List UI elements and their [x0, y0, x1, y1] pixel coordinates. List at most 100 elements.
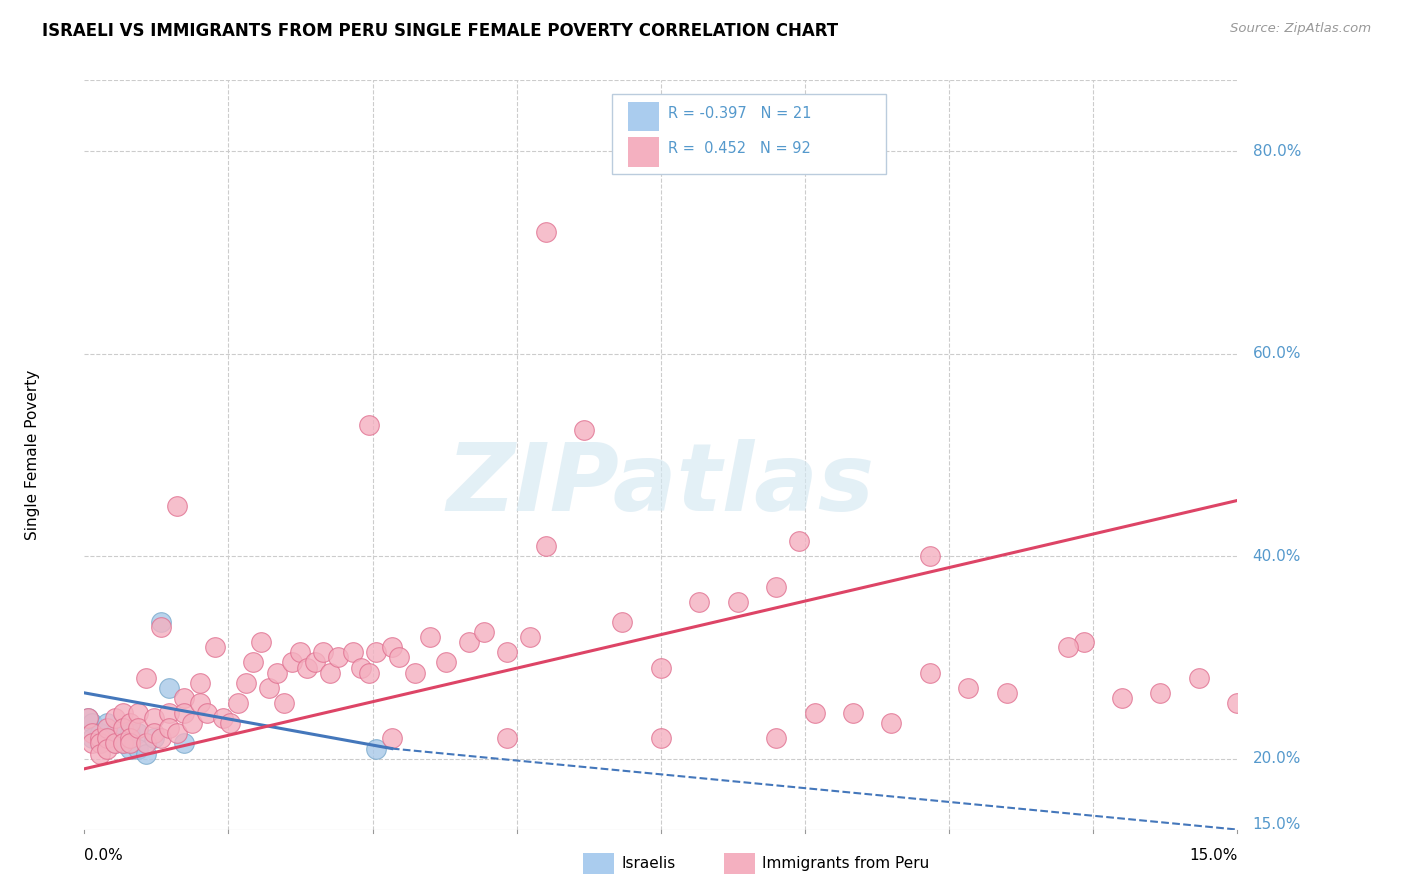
- Point: [166, 726, 188, 740]
- Text: 0.0%: 0.0%: [84, 847, 124, 863]
- Point: [266, 665, 288, 680]
- Point: [219, 716, 242, 731]
- Point: [918, 665, 941, 680]
- Point: [288, 645, 311, 659]
- Text: 15.0%: 15.0%: [1189, 847, 1237, 863]
- Point: [519, 630, 541, 644]
- Point: [273, 696, 295, 710]
- Point: [173, 737, 195, 751]
- Point: [96, 731, 118, 746]
- Point: [166, 499, 188, 513]
- Text: 15.0%: 15.0%: [1253, 817, 1301, 832]
- Text: Source: ZipAtlas.com: Source: ZipAtlas.com: [1230, 22, 1371, 36]
- Point: [195, 706, 218, 720]
- Point: [89, 731, 111, 746]
- Text: 60.0%: 60.0%: [1253, 346, 1301, 361]
- Point: [366, 645, 388, 659]
- Text: Israelis: Israelis: [621, 856, 676, 871]
- Point: [120, 726, 142, 740]
- Point: [111, 706, 134, 720]
- Point: [650, 660, 672, 674]
- Point: [104, 737, 127, 751]
- Point: [457, 635, 479, 649]
- Point: [89, 737, 111, 751]
- Point: [765, 580, 787, 594]
- Point: [350, 660, 373, 674]
- Point: [1149, 686, 1171, 700]
- Point: [434, 656, 457, 670]
- Point: [120, 737, 142, 751]
- Point: [995, 686, 1018, 700]
- Point: [357, 417, 380, 432]
- Point: [326, 650, 349, 665]
- Point: [111, 721, 134, 735]
- Point: [104, 711, 127, 725]
- Point: [120, 731, 142, 746]
- Point: [342, 645, 364, 659]
- Point: [727, 595, 749, 609]
- Point: [142, 731, 165, 746]
- Point: [357, 665, 380, 680]
- Point: [80, 737, 103, 751]
- Point: [111, 737, 134, 751]
- Text: 20.0%: 20.0%: [1253, 751, 1301, 766]
- Point: [1057, 640, 1080, 655]
- Point: [250, 635, 273, 649]
- Point: [89, 737, 111, 751]
- Point: [496, 645, 519, 659]
- Point: [80, 731, 103, 746]
- Point: [135, 737, 157, 751]
- Point: [120, 716, 142, 731]
- Point: [127, 726, 149, 740]
- Point: [104, 737, 127, 751]
- Point: [281, 656, 304, 670]
- Text: Single Female Poverty: Single Female Poverty: [25, 370, 39, 540]
- Point: [188, 696, 211, 710]
- Text: ISRAELI VS IMMIGRANTS FROM PERU SINGLE FEMALE POVERTY CORRELATION CHART: ISRAELI VS IMMIGRANTS FROM PERU SINGLE F…: [42, 22, 838, 40]
- Point: [150, 615, 173, 629]
- Point: [181, 716, 204, 731]
- Point: [366, 741, 388, 756]
- Point: [880, 716, 903, 731]
- Point: [496, 731, 519, 746]
- Text: ZIPatlas: ZIPatlas: [447, 439, 875, 531]
- Text: 80.0%: 80.0%: [1253, 144, 1301, 159]
- Point: [77, 711, 100, 725]
- Point: [211, 711, 233, 725]
- Point: [381, 640, 404, 655]
- Point: [765, 731, 787, 746]
- Point: [150, 731, 173, 746]
- Text: R = -0.397   N = 21: R = -0.397 N = 21: [668, 106, 811, 120]
- Point: [142, 711, 165, 725]
- Point: [242, 656, 264, 670]
- Point: [127, 706, 149, 720]
- Point: [127, 721, 149, 735]
- Point: [650, 731, 672, 746]
- Point: [404, 665, 426, 680]
- Point: [96, 731, 118, 746]
- Point: [188, 675, 211, 690]
- Point: [120, 741, 142, 756]
- Point: [89, 726, 111, 740]
- Point: [688, 595, 710, 609]
- Point: [104, 726, 127, 740]
- Point: [534, 539, 557, 553]
- Point: [226, 696, 249, 710]
- Point: [311, 645, 333, 659]
- Point: [534, 225, 557, 239]
- Point: [419, 630, 441, 644]
- Point: [304, 656, 326, 670]
- Point: [842, 706, 865, 720]
- Point: [157, 721, 180, 735]
- Point: [157, 681, 180, 695]
- Point: [297, 660, 319, 674]
- Point: [1226, 696, 1249, 710]
- Point: [142, 726, 165, 740]
- Point: [80, 726, 103, 740]
- Point: [96, 721, 118, 735]
- Point: [135, 747, 157, 761]
- Point: [803, 706, 825, 720]
- Point: [204, 640, 226, 655]
- Point: [235, 675, 257, 690]
- Point: [472, 625, 495, 640]
